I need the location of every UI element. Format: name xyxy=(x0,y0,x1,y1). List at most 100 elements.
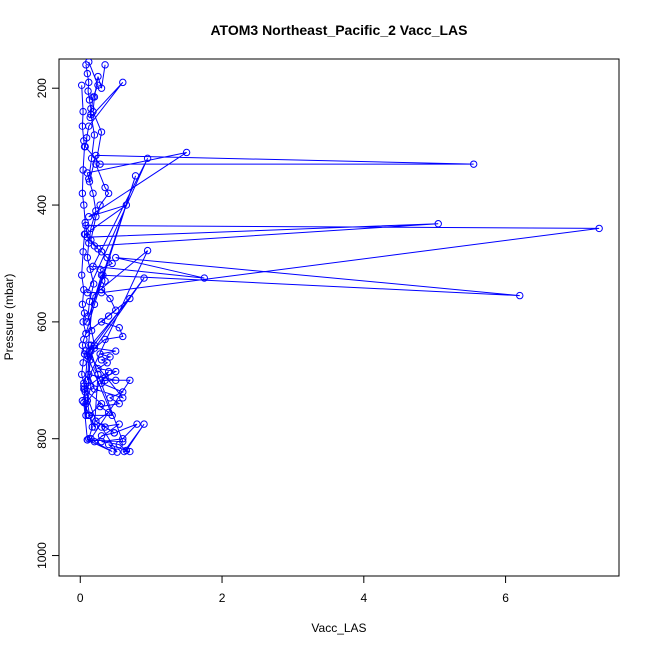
data-point xyxy=(112,376,120,384)
data-point xyxy=(119,435,127,443)
data-point xyxy=(96,265,104,274)
data-point xyxy=(119,78,127,87)
data-point xyxy=(79,166,87,174)
chart-title: ATOM3 Northeast_Pacific_2 Vacc_LAS xyxy=(210,22,467,38)
data-point xyxy=(89,189,97,198)
data-point xyxy=(80,142,89,151)
data-point xyxy=(94,81,102,89)
data-point xyxy=(94,364,102,373)
data-point xyxy=(97,318,106,326)
data-point xyxy=(97,286,106,294)
x-axis-label: Vacc_LAS xyxy=(311,621,366,635)
data-point xyxy=(101,277,109,285)
series-line xyxy=(86,61,99,439)
data-point xyxy=(101,423,109,431)
data-point xyxy=(85,239,93,247)
plot-frame xyxy=(58,58,620,577)
data-point xyxy=(133,420,141,428)
data-point xyxy=(85,175,93,183)
data-point xyxy=(101,61,109,69)
data-point xyxy=(108,447,116,456)
data-point xyxy=(88,423,97,431)
data-point xyxy=(126,376,134,384)
data-point xyxy=(83,253,92,262)
y-tick-label: 400 xyxy=(35,195,49,215)
data-point xyxy=(80,201,88,209)
data-point xyxy=(143,154,152,163)
data-point xyxy=(115,324,123,332)
data-point xyxy=(101,335,109,344)
plot-area xyxy=(77,59,603,456)
data-point xyxy=(80,398,88,407)
data-point xyxy=(92,213,100,221)
data-point xyxy=(97,437,106,446)
data-point xyxy=(85,177,94,186)
data-point xyxy=(83,69,92,78)
data-point xyxy=(112,367,120,376)
data-point xyxy=(96,160,104,168)
data-point xyxy=(90,437,99,446)
data-point xyxy=(87,110,95,119)
data-point xyxy=(120,447,128,456)
data-point xyxy=(92,160,100,168)
data-point xyxy=(80,350,89,358)
data-point xyxy=(87,224,95,233)
data-point xyxy=(77,370,86,379)
x-tick-label: 2 xyxy=(219,591,226,605)
x-tick-label: 0 xyxy=(77,591,84,605)
data-point xyxy=(90,131,99,139)
data-point xyxy=(80,286,88,294)
data-point xyxy=(81,218,89,227)
data-point xyxy=(78,397,87,405)
data-point xyxy=(595,224,603,233)
data-point xyxy=(83,436,92,444)
data-point xyxy=(97,248,106,256)
data-point xyxy=(78,300,87,309)
data-point xyxy=(96,402,104,411)
data-point xyxy=(97,128,106,136)
data-point xyxy=(104,312,113,320)
data-point xyxy=(78,189,87,198)
data-point xyxy=(79,248,87,256)
y-tick-label: 800 xyxy=(35,428,49,448)
data-point xyxy=(101,183,109,192)
data-point xyxy=(85,297,94,306)
data-point xyxy=(434,220,442,228)
y-tick-label: 200 xyxy=(35,78,49,98)
data-point xyxy=(85,435,93,443)
data-point xyxy=(77,271,86,279)
data-point xyxy=(77,81,86,89)
data-point xyxy=(79,318,87,326)
data-point xyxy=(96,201,104,209)
data-point xyxy=(85,411,94,420)
data-point xyxy=(516,291,524,300)
data-point xyxy=(83,397,92,405)
y-tick-label: 600 xyxy=(35,312,49,332)
data-point xyxy=(89,93,97,101)
data-point xyxy=(200,274,209,282)
data-point xyxy=(97,356,106,364)
data-point xyxy=(86,113,94,122)
data-point xyxy=(80,379,88,387)
series-line xyxy=(81,85,87,401)
series-line xyxy=(82,64,600,453)
data-point xyxy=(101,373,109,382)
data-point xyxy=(80,137,88,145)
data-point xyxy=(106,394,114,402)
data-point xyxy=(103,359,111,367)
data-point xyxy=(104,367,113,376)
x-tick-label: 6 xyxy=(502,591,509,605)
data-point xyxy=(119,394,127,402)
data-point xyxy=(78,341,87,349)
x-axis: 0 2 4 6 xyxy=(77,576,509,605)
data-point xyxy=(122,201,131,209)
data-point xyxy=(84,87,92,95)
data-point xyxy=(90,341,99,349)
data-point xyxy=(131,172,140,180)
data-point xyxy=(104,189,113,198)
data-point xyxy=(112,306,120,314)
data-point xyxy=(85,213,93,221)
data-point xyxy=(182,148,191,157)
data-point xyxy=(104,440,113,449)
